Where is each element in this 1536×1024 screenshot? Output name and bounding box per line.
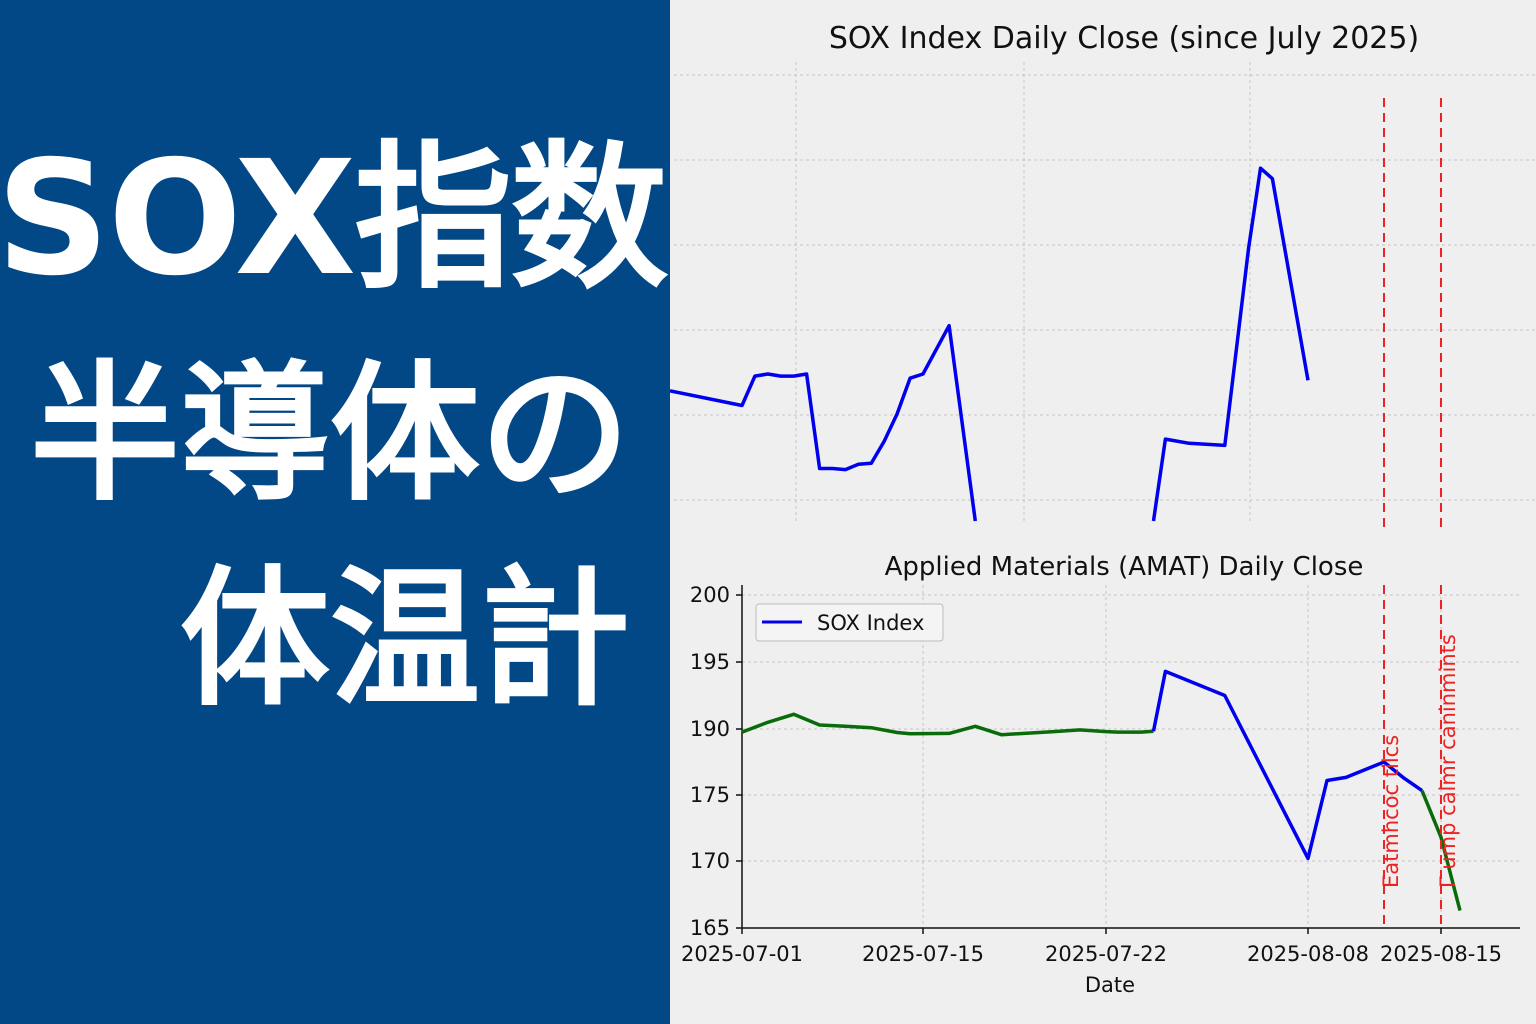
legend-box — [755, 603, 944, 642]
x-tick-label: 2025-07-01 — [681, 942, 803, 966]
x-tick-label: 2025-07-15 — [862, 942, 984, 966]
y-tick-label: 165 — [690, 916, 730, 940]
x-tick-label: 2025-08-08 — [1247, 942, 1369, 966]
y-tick-label: 175 — [690, 783, 730, 807]
headline-line-2: 半導体の — [30, 348, 631, 522]
bottom-chart-title: Applied Materials (AMAT) Daily Close — [885, 552, 1364, 582]
left-title-panel: SOX指数 半導体の 体温計 — [0, 0, 670, 1024]
marker-label: Eatmhcoc tilcs — [1379, 735, 1403, 888]
top-series-line — [670, 323, 978, 522]
legend-label-sox: SOX Index — [817, 611, 924, 635]
top-chart-grid — [674, 62, 1536, 522]
y-tick-label: 170 — [690, 849, 730, 873]
headline-line-1: SOX指数 — [0, 127, 668, 311]
event-markers: Eatmhcoc tilcs Γ ump calmr caninmints — [1379, 98, 1460, 928]
bottom-series-line — [741, 712, 1154, 737]
marker-label: Γ ump calmr caninmints — [1436, 634, 1460, 888]
top-chart-lines — [670, 166, 1310, 522]
bottom-chart-lines — [741, 669, 1462, 912]
x-tick-label: 2025-07-22 — [1045, 942, 1167, 966]
y-tick-label: 195 — [690, 650, 730, 674]
chart-panel: SOX Index Daily Close (since July 2025) … — [670, 0, 1536, 1024]
bottom-series-line — [1420, 789, 1462, 912]
charts-svg: SOX Index Daily Close (since July 2025) … — [670, 21, 1536, 997]
top-chart-title: SOX Index Daily Close (since July 2025) — [829, 21, 1419, 56]
headline-line-3: 体温計 — [180, 553, 631, 727]
legend: SOX Index — [755, 603, 944, 642]
x-tick-label: 2025-08-15 — [1380, 942, 1502, 966]
bottom-series-line — [1151, 669, 1423, 861]
top-series-line — [1151, 166, 1310, 522]
bottom-chart-axes: 165 170 175 190 195 200 2025-07-01 2025-07-15 20… — [681, 583, 1520, 966]
y-tick-label: 190 — [690, 717, 730, 741]
y-tick-label: 200 — [690, 583, 730, 607]
bottom-chart-xlabel: Date — [1085, 973, 1135, 997]
